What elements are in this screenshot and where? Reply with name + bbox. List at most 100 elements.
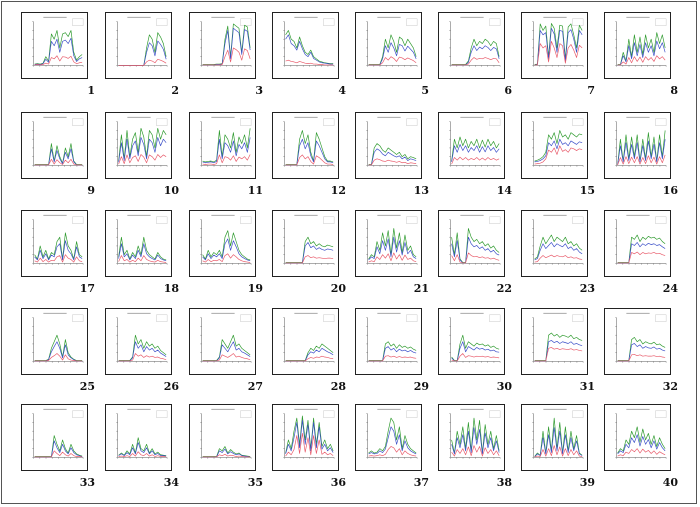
line-chart-23 (532, 214, 584, 265)
legend (572, 18, 584, 26)
axes (533, 219, 584, 264)
series-line-2 (451, 427, 500, 455)
series-line-2 (617, 139, 666, 166)
series-line-3 (451, 156, 500, 165)
panel-number: 27 (247, 380, 263, 393)
chart-panel-9 (21, 112, 88, 179)
legend (156, 410, 168, 418)
series-line-2 (34, 240, 83, 261)
line-chart-36 (283, 408, 335, 459)
legend (489, 216, 501, 224)
panel-number: 19 (247, 282, 263, 295)
series-line-2 (118, 40, 167, 66)
series-line-2 (368, 148, 417, 166)
axes (201, 121, 252, 166)
legend (406, 314, 418, 322)
series-line-3 (118, 451, 167, 458)
series-line-1 (118, 127, 167, 162)
chart-panel-13 (355, 112, 422, 179)
line-chart-4 (283, 16, 335, 67)
chart-panel-3 (189, 12, 256, 79)
axes (367, 121, 418, 166)
panel-number: 28 (330, 380, 346, 393)
chart-panel-38 (438, 404, 505, 471)
panel-number: 31 (579, 380, 595, 393)
legend (572, 314, 584, 322)
series-line-2 (534, 242, 583, 261)
panel-number: 40 (662, 476, 678, 489)
series-line-3 (118, 58, 167, 66)
series-line-3 (34, 353, 83, 362)
line-chart-1 (32, 16, 84, 67)
panel-number: 21 (413, 282, 429, 295)
series-line-3 (368, 355, 417, 362)
series-line-2 (368, 236, 417, 261)
series-line-1 (534, 234, 583, 260)
series-line-3 (285, 154, 334, 166)
chart-panel-14 (438, 112, 505, 179)
legend (72, 18, 84, 26)
series-line-2 (617, 343, 666, 362)
series-line-2 (617, 40, 666, 66)
series-line-1 (368, 341, 417, 361)
chart-panel-19 (189, 210, 256, 277)
panel-number: 6 (504, 84, 512, 97)
chart-panel-24 (604, 210, 671, 277)
series-line-3 (617, 55, 666, 66)
series-line-3 (118, 353, 167, 362)
chart-panel-25 (21, 308, 88, 375)
series-line-2 (368, 42, 417, 66)
legend (72, 216, 84, 224)
series-line-3 (617, 251, 666, 264)
panel-number: 2 (171, 84, 179, 97)
legend (572, 118, 584, 126)
series-line-1 (534, 130, 583, 162)
line-chart-14 (449, 116, 501, 167)
chart-panel-4 (272, 12, 339, 79)
panel-number: 22 (496, 282, 512, 295)
series-line-3 (451, 353, 500, 362)
series-line-2 (534, 27, 583, 66)
series-line-2 (451, 45, 500, 66)
chart-panel-17 (21, 210, 88, 277)
series-line-1 (534, 332, 583, 361)
series-line-3 (368, 158, 417, 166)
series-line-1 (451, 38, 500, 65)
legend (323, 314, 335, 322)
panel-number: 39 (579, 476, 595, 489)
axes (201, 21, 252, 66)
axes (33, 219, 84, 264)
axes (367, 317, 418, 362)
chart-panel-40 (604, 404, 671, 471)
chart-panel-20 (272, 210, 339, 277)
series-line-1 (534, 417, 583, 457)
panel-number: 30 (496, 380, 512, 393)
panel-number: 11 (247, 184, 263, 197)
line-chart-5 (366, 16, 418, 67)
legend (156, 216, 168, 224)
legend (240, 18, 252, 26)
series-line-1 (118, 32, 167, 66)
line-chart-34 (116, 408, 168, 459)
series-line-2 (368, 426, 417, 455)
panel-number: 38 (496, 476, 512, 489)
legend (655, 314, 667, 322)
line-chart-39 (532, 408, 584, 459)
series-line-2 (34, 37, 83, 65)
series-line-3 (617, 448, 666, 457)
line-chart-12 (283, 116, 335, 167)
chart-panel-18 (105, 210, 172, 277)
series-line-1 (368, 417, 417, 454)
legend (572, 216, 584, 224)
legend (156, 118, 168, 126)
line-chart-37 (366, 408, 418, 459)
series-line-1 (534, 23, 583, 65)
series-line-1 (202, 128, 251, 163)
series-line-1 (368, 143, 417, 165)
line-chart-3 (200, 16, 252, 67)
series-line-1 (617, 32, 666, 65)
panel-number: 37 (413, 476, 429, 489)
legend (323, 216, 335, 224)
panel-number: 23 (579, 282, 595, 295)
